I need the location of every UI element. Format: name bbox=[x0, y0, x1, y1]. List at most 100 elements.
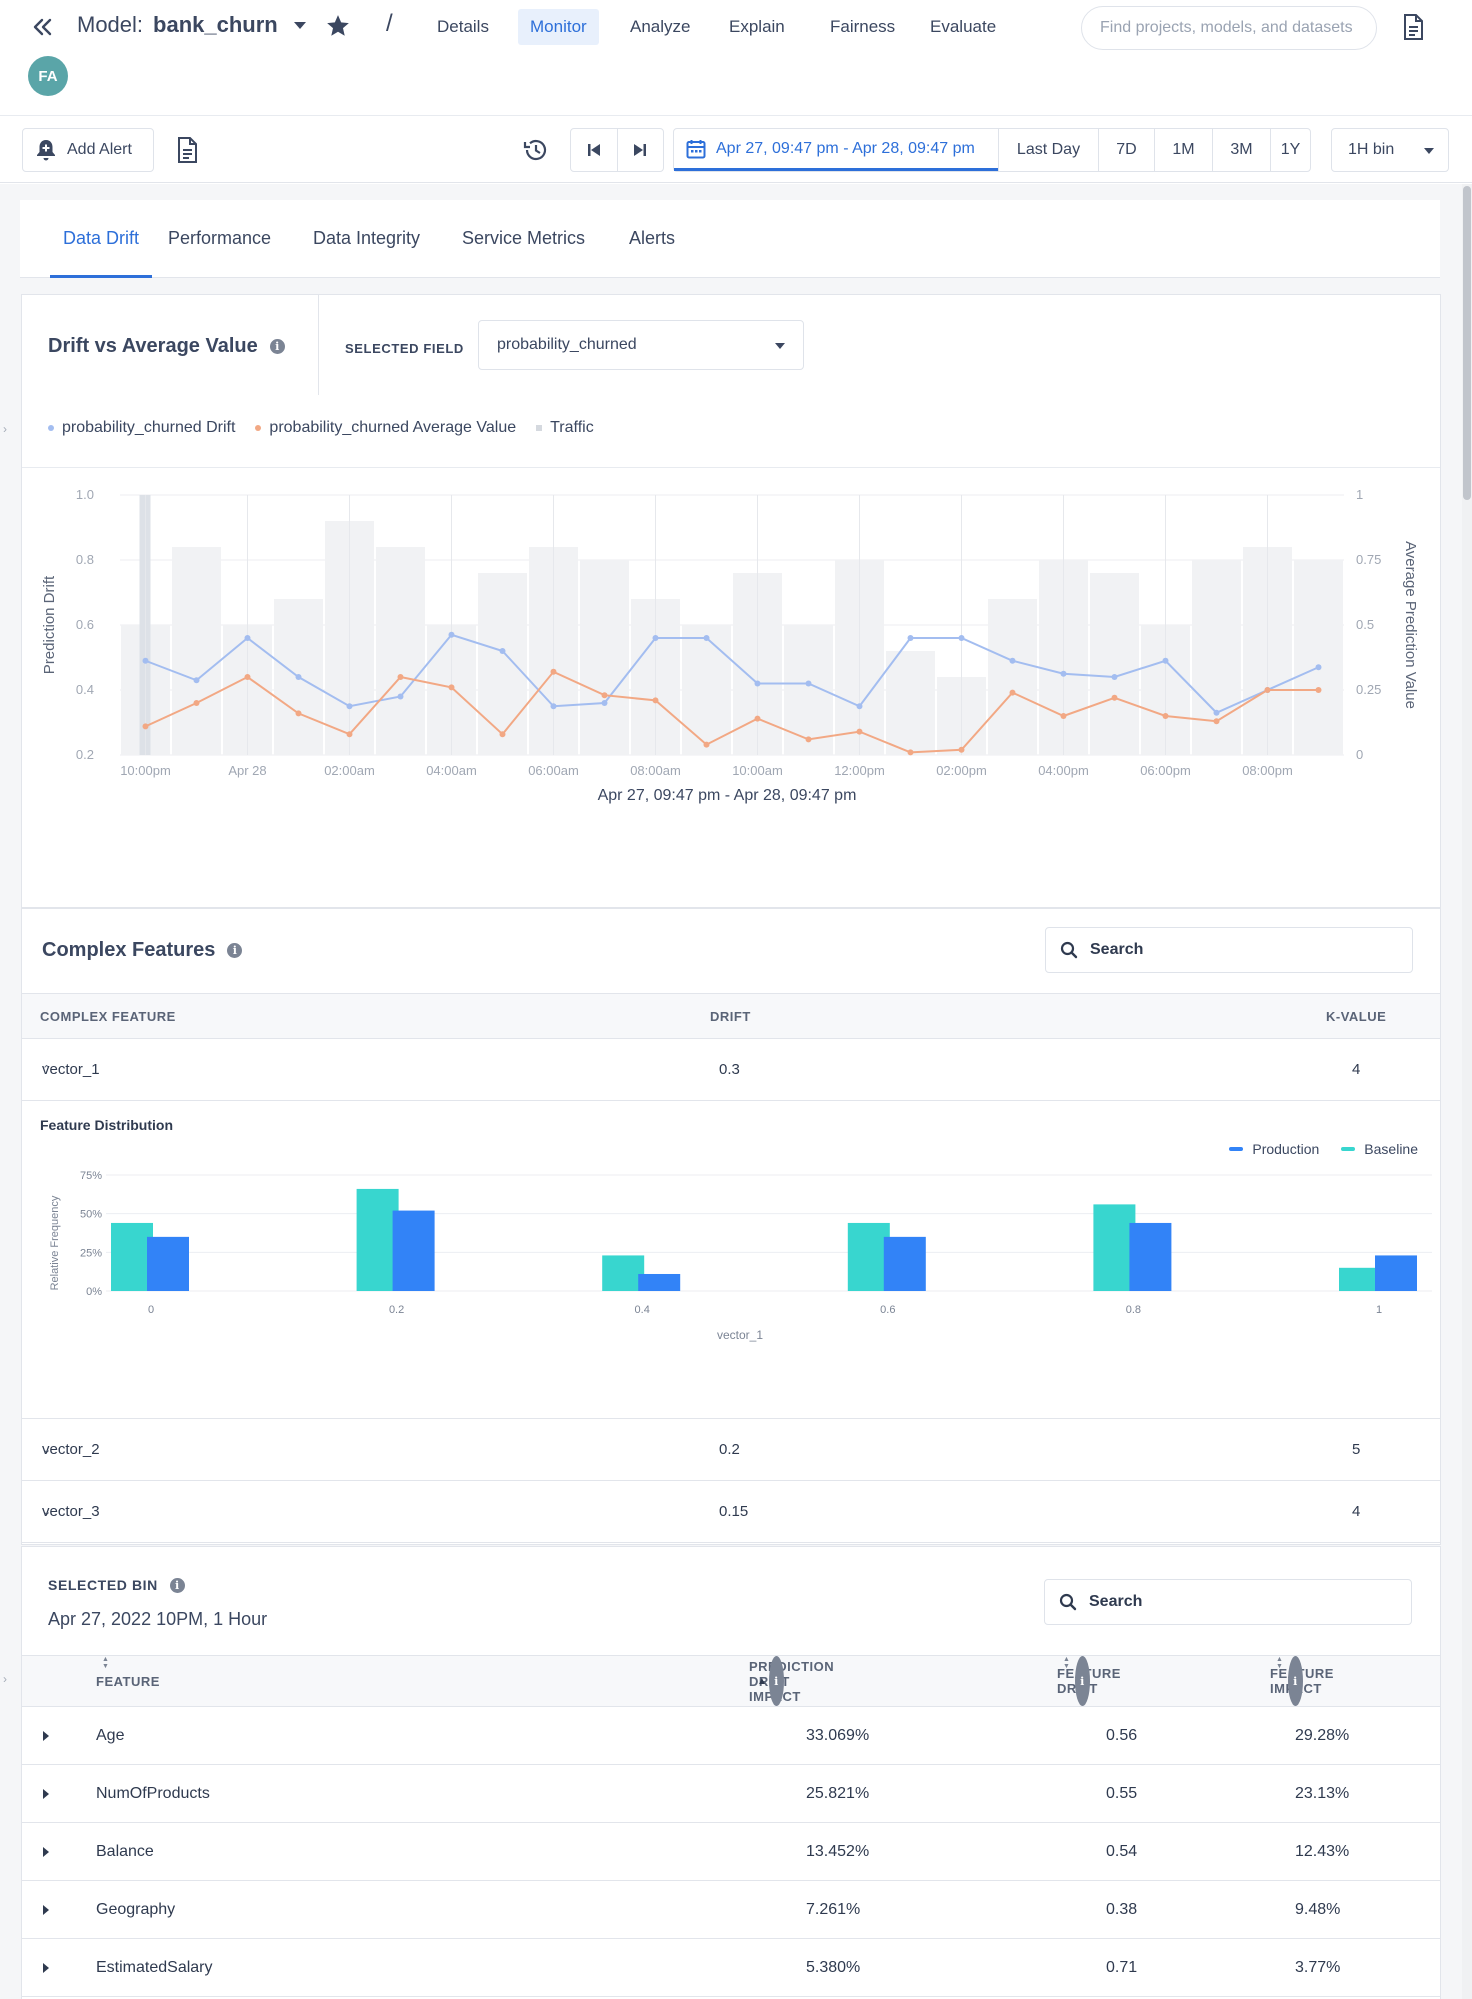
table-row[interactable]: Balance 13.452% 0.54 12.43% bbox=[22, 1823, 1440, 1881]
feature-drift-value: 0.38 bbox=[1106, 1900, 1138, 1918]
drift-point bbox=[652, 635, 659, 641]
expand-row-icon[interactable] bbox=[43, 1765, 49, 1822]
history-icon[interactable] bbox=[522, 136, 550, 169]
info-icon[interactable]: i bbox=[1288, 1656, 1303, 1706]
feature-distribution-chart[interactable]: 75% 50% 25% 0% 0 0.2 0.4 0.6 0.8 1 Relative Freque… bbox=[22, 1161, 1440, 1419]
tab-performance[interactable]: Performance bbox=[168, 228, 272, 248]
tab-data-drift[interactable]: Data Drift bbox=[50, 228, 152, 278]
average-point bbox=[448, 684, 455, 691]
side-panel-chevron-icon[interactable]: › bbox=[3, 422, 7, 436]
x-axis-title: Apr 27, 09:47 pm - Apr 28, 09:47 pm bbox=[598, 787, 857, 804]
complex-features-search[interactable] bbox=[1045, 927, 1413, 973]
feature-search[interactable] bbox=[1044, 1579, 1412, 1625]
complex-features-table-header: COMPLEX FEATURE DRIFT K-VALUE bbox=[22, 993, 1440, 1039]
average-point bbox=[1315, 687, 1322, 693]
table-row[interactable]: ⌄ vector_3 0.15 4 bbox=[22, 1481, 1440, 1543]
feature-distribution-panel: Feature Distribution Production Baseline… bbox=[22, 1101, 1440, 1419]
star-icon[interactable] bbox=[325, 13, 351, 44]
info-icon[interactable]: i bbox=[1075, 1656, 1090, 1706]
expand-row-icon[interactable] bbox=[43, 1881, 49, 1938]
nav-tab-evaluate[interactable]: Evaluate bbox=[930, 17, 997, 36]
legend-average[interactable]: probability_churned Average Value bbox=[255, 419, 516, 437]
table-row[interactable]: Geography 7.261% 0.38 9.48% bbox=[22, 1881, 1440, 1939]
collapse-double-chevron-icon[interactable] bbox=[30, 14, 56, 40]
add-alert-button[interactable]: Add Alert bbox=[22, 128, 154, 172]
avatar[interactable]: FA bbox=[28, 56, 68, 96]
table-row[interactable]: Age 33.069% 0.56 29.28% bbox=[22, 1707, 1440, 1765]
production-bar bbox=[147, 1236, 189, 1291]
drift-point bbox=[193, 677, 200, 684]
top-navigation: Model: bank_churn / Details Monitor Anal… bbox=[0, 0, 1472, 116]
date-range-picker[interactable]: Apr 27, 09:47 pm - Apr 28, 09:47 pm bbox=[674, 129, 998, 171]
y-axis-title: Relative Frequency bbox=[49, 1195, 61, 1290]
document-icon[interactable] bbox=[1402, 14, 1424, 45]
legend-baseline[interactable]: Baseline bbox=[1341, 1141, 1418, 1157]
column-header-drift: DRIFT bbox=[710, 1008, 751, 1024]
range-3m[interactable]: 3M bbox=[1212, 129, 1270, 171]
average-point bbox=[346, 731, 353, 738]
table-row[interactable]: NumOfProducts 25.821% 0.55 23.13% bbox=[22, 1765, 1440, 1823]
table-row[interactable]: ⌄ vector_2 0.2 5 bbox=[22, 1419, 1440, 1481]
nav-tab-details[interactable]: Details bbox=[437, 17, 489, 36]
info-icon[interactable]: i bbox=[227, 943, 243, 958]
caret-down-icon bbox=[1424, 148, 1434, 154]
info-icon[interactable]: i bbox=[769, 1656, 784, 1706]
skip-previous-icon[interactable] bbox=[571, 129, 617, 171]
info-icon[interactable]: i bbox=[269, 339, 285, 354]
range-last-day[interactable]: Last Day bbox=[998, 129, 1098, 171]
info-icon[interactable]: i bbox=[169, 1577, 185, 1593]
average-point bbox=[499, 731, 506, 738]
tab-alerts[interactable]: Alerts bbox=[629, 228, 676, 248]
scrollbar-thumb[interactable] bbox=[1463, 186, 1471, 500]
baseline-bar bbox=[1093, 1204, 1136, 1291]
complex-features-card: Complex Features i COMPLEX FEATURE DRIFT… bbox=[21, 908, 1441, 1545]
legend-production[interactable]: Production bbox=[1229, 1141, 1319, 1157]
model-selector[interactable]: Model: bank_churn bbox=[77, 12, 306, 38]
average-point bbox=[805, 736, 812, 743]
table-row[interactable]: EstimatedSalary 5.380% 0.71 3.77% bbox=[22, 1939, 1440, 1997]
row-drift: 0.3 bbox=[719, 1061, 740, 1078]
legend-drift[interactable]: probability_churned Drift bbox=[48, 419, 235, 437]
production-bar bbox=[392, 1210, 435, 1291]
table-row[interactable]: ⌃ vector_1 0.3 4 bbox=[22, 1039, 1440, 1101]
baseline-bar bbox=[356, 1188, 399, 1291]
nav-tab-explain[interactable]: Explain bbox=[729, 17, 785, 36]
range-1y[interactable]: 1Y bbox=[1270, 129, 1310, 171]
global-search-input[interactable] bbox=[1081, 6, 1377, 50]
skip-next-icon[interactable] bbox=[616, 129, 663, 171]
range-1m[interactable]: 1M bbox=[1154, 129, 1212, 171]
expand-row-icon[interactable] bbox=[43, 1939, 49, 1996]
model-prefix: Model: bbox=[77, 12, 144, 37]
average-point bbox=[958, 746, 965, 753]
x-tick-label: 04:00pm bbox=[1038, 763, 1089, 778]
legend-traffic[interactable]: Traffic bbox=[536, 419, 594, 437]
chevron-up-icon[interactable]: ⌃ bbox=[42, 1064, 52, 1076]
complex-features-search-input[interactable] bbox=[1090, 941, 1390, 959]
expand-row-icon[interactable] bbox=[43, 1823, 49, 1880]
chevron-down-icon[interactable]: ⌄ bbox=[42, 1506, 52, 1518]
selected-field-select[interactable]: probability_churned bbox=[478, 320, 804, 370]
feature-search-input[interactable] bbox=[1089, 1593, 1389, 1611]
report-document-icon[interactable] bbox=[176, 137, 198, 168]
feature-name: NumOfProducts bbox=[96, 1784, 210, 1802]
feature-impact-table-header: FEATURE▲▼ PREDICTION DRIFT IMPACT▲i FEAT… bbox=[22, 1655, 1440, 1707]
chevron-down-icon[interactable]: ⌄ bbox=[42, 1444, 52, 1456]
bin-size-select[interactable]: 1H bin bbox=[1331, 128, 1449, 172]
traffic-bar bbox=[1090, 573, 1139, 755]
drift-chart[interactable]: 1.0 0.8 0.6 0.4 0.2 1 0.75 0.5 0.25 0 10:00pm Apr 2… bbox=[22, 468, 1440, 908]
side-panel-chevron-icon[interactable]: › bbox=[3, 1672, 7, 1686]
nav-tab-fairness[interactable]: Fairness bbox=[830, 17, 896, 36]
tab-service-metrics[interactable]: Service Metrics bbox=[462, 228, 586, 248]
tab-data-integrity[interactable]: Data Integrity bbox=[313, 228, 421, 248]
column-header-complex-feature: COMPLEX FEATURE bbox=[40, 1008, 176, 1024]
nav-tab-monitor[interactable]: Monitor bbox=[518, 9, 599, 45]
expand-row-icon[interactable] bbox=[43, 1707, 49, 1764]
y-tick-label: 0.6 bbox=[76, 617, 94, 632]
scrollbar-track[interactable] bbox=[1462, 184, 1472, 1999]
range-7d[interactable]: 7D bbox=[1098, 129, 1154, 171]
nav-tab-analyze[interactable]: Analyze bbox=[630, 17, 691, 36]
drift-title-text: Drift vs Average Value bbox=[48, 335, 258, 357]
drift-point bbox=[1009, 657, 1016, 664]
production-bar bbox=[883, 1236, 926, 1291]
traffic-bar bbox=[682, 625, 731, 755]
